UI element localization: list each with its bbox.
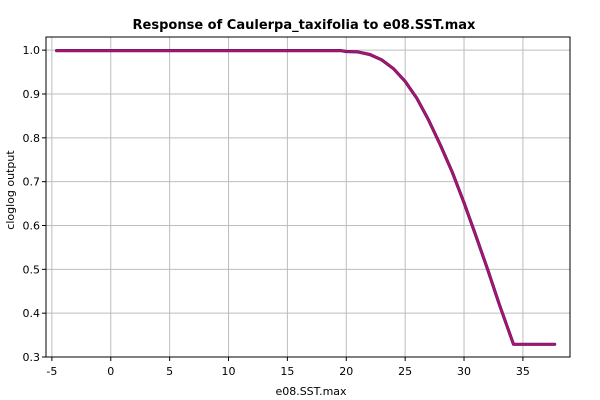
y-tick-label: 0.6 (23, 219, 41, 232)
y-tick-label: 0.9 (23, 88, 41, 101)
x-axis-label: e08.SST.max (275, 385, 347, 398)
chart-title: Response of Caulerpa_taxifolia to e08.SS… (133, 18, 477, 33)
series-layer (54, 48, 557, 346)
y-axis-ticks: 0.3 0.4 0.5 0.6 0.7 0.8 0.9 1.0 (23, 44, 46, 364)
grid-lines (46, 37, 570, 358)
y-axis-label: cloglog output (4, 150, 17, 230)
x-tick-label: 15 (280, 365, 294, 378)
plot-frame (45, 36, 571, 358)
series-line-shadow (54, 48, 557, 346)
x-axis-ticks: -5 0 5 10 15 20 25 30 35 (46, 357, 530, 378)
x-tick-label: 0 (107, 365, 114, 378)
x-tick-label: 35 (516, 365, 530, 378)
x-tick-label: 20 (339, 365, 353, 378)
x-tick-label: 5 (166, 365, 173, 378)
y-tick-label: 0.4 (23, 307, 41, 320)
y-tick-label: 0.5 (23, 263, 41, 276)
x-tick-label: -5 (46, 365, 57, 378)
y-tick-label: 0.8 (23, 132, 41, 145)
x-tick-label: 25 (398, 365, 412, 378)
series-line (55, 49, 556, 346)
y-tick-label: 0.3 (23, 351, 41, 364)
x-tick-label: 30 (457, 365, 471, 378)
y-tick-label: 1.0 (23, 44, 41, 57)
x-tick-label: 10 (222, 365, 236, 378)
y-tick-label: 0.7 (23, 176, 41, 189)
